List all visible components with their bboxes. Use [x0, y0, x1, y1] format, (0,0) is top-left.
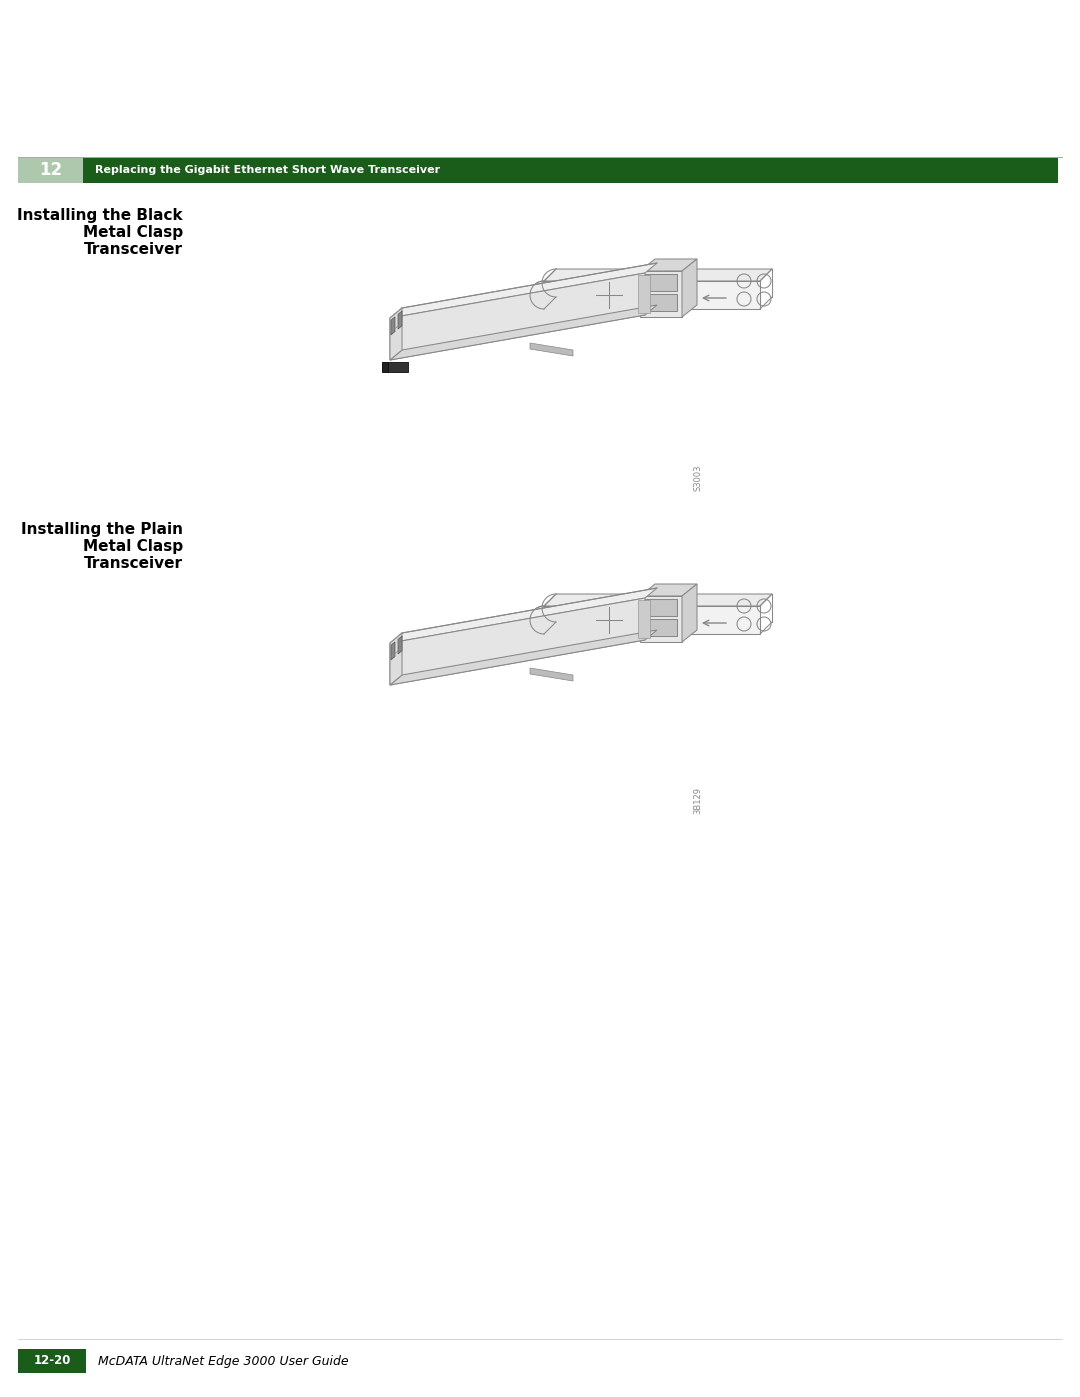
- Bar: [83, 156, 1058, 183]
- Polygon shape: [390, 633, 402, 685]
- Text: Transceiver: Transceiver: [84, 242, 183, 257]
- Polygon shape: [638, 275, 650, 313]
- Polygon shape: [399, 312, 402, 330]
- Polygon shape: [388, 362, 408, 372]
- Polygon shape: [544, 281, 760, 309]
- Bar: [645, 619, 677, 636]
- Text: 12-20: 12-20: [33, 1355, 70, 1368]
- Polygon shape: [544, 606, 760, 634]
- Bar: [645, 293, 677, 312]
- Polygon shape: [640, 597, 681, 643]
- Bar: [18, 156, 83, 183]
- Polygon shape: [530, 668, 573, 680]
- Text: 3B129: 3B129: [693, 787, 702, 813]
- Polygon shape: [391, 317, 395, 335]
- Polygon shape: [640, 258, 697, 271]
- Bar: [645, 274, 677, 291]
- Polygon shape: [390, 272, 645, 360]
- Polygon shape: [390, 588, 657, 643]
- Bar: [645, 599, 677, 616]
- Polygon shape: [544, 594, 772, 606]
- Polygon shape: [390, 307, 402, 360]
- Polygon shape: [640, 271, 681, 317]
- Polygon shape: [640, 584, 697, 597]
- Polygon shape: [530, 606, 544, 634]
- Polygon shape: [681, 258, 697, 317]
- Polygon shape: [638, 599, 650, 638]
- Polygon shape: [382, 362, 388, 372]
- Text: Installing the Black: Installing the Black: [17, 208, 183, 224]
- Polygon shape: [390, 630, 657, 685]
- Polygon shape: [391, 641, 395, 659]
- Text: Metal Clasp: Metal Clasp: [83, 225, 183, 240]
- Text: Installing the Plain: Installing the Plain: [21, 522, 183, 536]
- Text: Replacing the Gigabit Ethernet Short Wave Transceiver: Replacing the Gigabit Ethernet Short Wav…: [95, 165, 441, 175]
- Polygon shape: [681, 584, 697, 643]
- Polygon shape: [390, 263, 657, 319]
- Polygon shape: [390, 305, 657, 360]
- Polygon shape: [390, 598, 645, 685]
- Polygon shape: [530, 344, 573, 356]
- Text: 12: 12: [39, 161, 62, 179]
- Text: Metal Clasp: Metal Clasp: [83, 539, 183, 555]
- Polygon shape: [530, 281, 544, 309]
- Text: Transceiver: Transceiver: [84, 556, 183, 571]
- Bar: [18, 1350, 86, 1373]
- Polygon shape: [544, 270, 772, 281]
- Polygon shape: [399, 636, 402, 654]
- Text: McDATA UltraNet Edge 3000 User Guide: McDATA UltraNet Edge 3000 User Guide: [98, 1355, 349, 1368]
- Text: S3003: S3003: [693, 465, 702, 492]
